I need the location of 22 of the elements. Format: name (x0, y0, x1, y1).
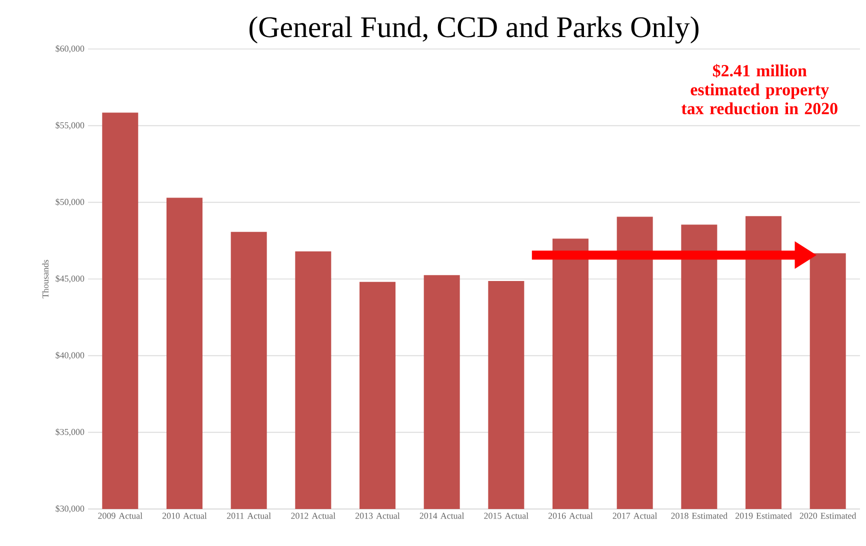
x-tick-label: 2012 Actual (291, 512, 336, 519)
x-tick-label: 2020 Estimated (800, 512, 856, 519)
x-tick-label: 2019 Estimated (736, 512, 792, 519)
y-axis-title: Thousands (42, 260, 49, 298)
annotation: $2.41 million estimated property tax reduction in 2020 (681, 64, 838, 114)
x-tick-label: 2011 Actual (226, 512, 271, 519)
x-tick-label: 2013 Actual (355, 512, 400, 519)
x-tick-label: 2014 Actual (420, 512, 464, 519)
y-tick-label: $60,000 (56, 45, 84, 53)
x-tick-label: 2009 Actual (98, 512, 142, 519)
y-tick-label: $50,000 (56, 198, 84, 206)
y-tick-label: $30,000 (56, 505, 84, 513)
x-tick-label: 2010 Actual (162, 512, 207, 519)
chart-title: (General Fund, CCD and Parks Only) (250, 16, 698, 44)
y-tick-label: $45,000 (56, 275, 84, 283)
x-tick-label: 2015 Actual (484, 512, 528, 519)
y-tick-label: $55,000 (56, 122, 84, 130)
y-tick-label: $40,000 (56, 352, 84, 360)
x-tick-label: 2017 Actual (612, 512, 658, 519)
y-tick-label: $35,000 (56, 428, 84, 436)
x-tick-label: 2016 Actual (548, 512, 593, 519)
x-tick-label: 2018 Estimated (671, 512, 728, 519)
